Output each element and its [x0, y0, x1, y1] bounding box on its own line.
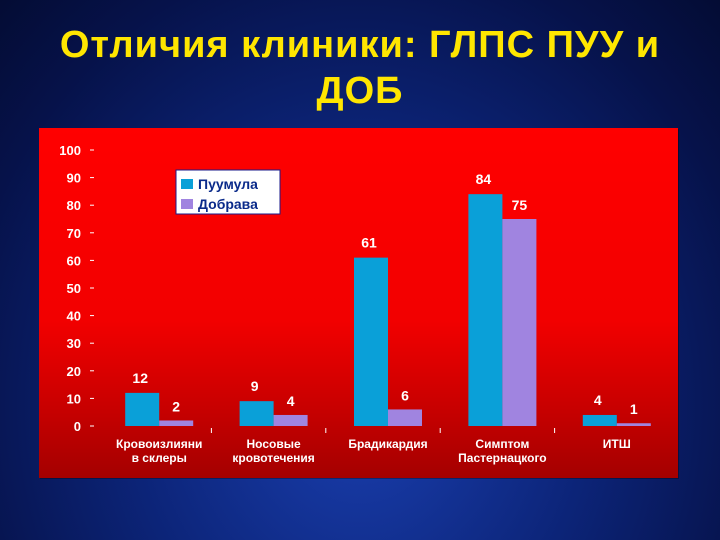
bar-dobrava: [616, 423, 651, 426]
slide-title: Отличия клиники: ГЛПС ПУУ и ДОБ: [0, 22, 720, 114]
legend-swatch: [181, 179, 193, 189]
y-tick-label: 90: [67, 171, 81, 186]
bar-puumula: [354, 257, 388, 426]
y-tick-label: 40: [67, 309, 81, 324]
bar-puumula: [468, 194, 503, 426]
x-category-label: в склеры: [132, 451, 187, 465]
data-label: 75: [512, 197, 528, 213]
x-category-label: Брадикардия: [348, 437, 427, 451]
data-label: 9: [251, 378, 259, 394]
slide-title-line-1: Отличия клиники: ГЛПС ПУУ и: [59, 24, 661, 66]
data-label: 2: [172, 398, 180, 414]
bar-puumula: [239, 401, 274, 426]
slide-title-line-2: ДОБ: [316, 70, 404, 112]
x-category-label: Кровоизлияни: [116, 437, 202, 451]
legend-box: [175, 169, 281, 215]
y-tick-label: 70: [67, 226, 81, 241]
chart-panel: 0 10 20 30 40 50 60 70 80 90 100 12 2 Кровоизлияни в с…: [39, 128, 678, 478]
x-category-label: Носовые: [247, 437, 301, 451]
bar-dobrava: [502, 219, 537, 426]
y-tick-label: 50: [67, 281, 81, 296]
x-category-label: Пастернацкого: [458, 451, 547, 465]
y-tick-label: 0: [74, 419, 81, 434]
data-label: 4: [287, 393, 295, 409]
bar-puumula: [582, 414, 617, 426]
data-label: 1: [630, 401, 638, 417]
y-tick-label: 30: [67, 336, 81, 351]
y-tick-label: 100: [59, 143, 81, 158]
y-tick-label: 60: [67, 253, 81, 268]
x-category-label: кровотечения: [232, 451, 314, 465]
data-label: 4: [594, 392, 602, 408]
data-label: 84: [476, 171, 492, 187]
data-label: 61: [361, 235, 377, 251]
bar-dobrava: [159, 420, 194, 426]
data-label: 12: [132, 370, 148, 386]
y-tick-label: 20: [67, 364, 81, 379]
bar-dobrava: [388, 409, 422, 426]
x-category-label: Симптом: [475, 437, 529, 451]
x-category-label: ИТШ: [603, 437, 631, 451]
legend-label: Добрава: [198, 196, 258, 212]
legend-label: Пуумула: [198, 176, 258, 192]
y-tick-label: 80: [67, 198, 81, 213]
legend-swatch: [181, 199, 193, 209]
bar-puumula: [125, 392, 160, 426]
bar-dobrava: [273, 414, 308, 426]
data-label: 6: [401, 387, 409, 403]
y-tick-label: 10: [67, 391, 81, 406]
